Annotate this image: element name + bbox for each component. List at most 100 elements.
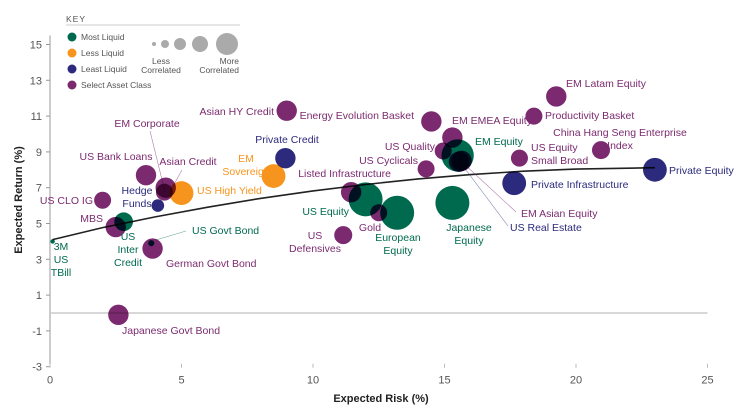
bubble-us-clo-ig — [94, 191, 112, 209]
bubble-label: Asian Credit — [159, 156, 216, 168]
bubble-productivity-basket — [525, 107, 543, 125]
bubble-us-defensives — [334, 226, 353, 245]
bubble-energy-evolution-basket — [421, 111, 442, 132]
bubble-japanese-govt-bond — [108, 304, 129, 325]
y-tick-label: 11 — [31, 111, 42, 123]
bubble-label: Japanese Govt Bond — [122, 325, 220, 337]
legend-size-circle — [174, 38, 186, 50]
x-tick-label: 25 — [701, 375, 713, 387]
bubble-label: US Govt Bond — [192, 225, 259, 237]
leader-line — [459, 161, 509, 227]
legend-swatch — [67, 80, 77, 90]
bubble-label: US Equity Small Broad — [531, 142, 588, 167]
bubble-label: US High Yield — [197, 185, 262, 197]
efficient-frontier-curve — [52, 166, 655, 241]
bubbles — [50, 86, 667, 325]
bubble-label: US Real Estate — [510, 222, 582, 234]
bubble-us-quality — [434, 142, 452, 160]
legend-swatch — [67, 48, 77, 58]
bubble-em-sovereign — [261, 164, 286, 188]
bubble-us-equity-small-broad — [510, 149, 528, 167]
bubble-us-inter-credit — [114, 212, 133, 232]
y-tick-label: 5 — [36, 219, 42, 231]
legend-size-circle — [192, 36, 208, 52]
bubble-japanese-equity — [435, 185, 470, 220]
y-tick-label: 15 — [30, 40, 42, 52]
legend-label: Select Asset Class — [81, 80, 151, 90]
legend-size-circle — [161, 40, 169, 48]
leader-line — [155, 230, 187, 241]
x-tick-label: 0 — [47, 375, 53, 387]
y-axis-title: Expected Return (%) — [13, 146, 25, 254]
bubble-label: EM Corporate — [114, 118, 180, 130]
bubble-label: US CLO IG — [40, 195, 93, 207]
x-axis-title: Expected Risk (%) — [333, 393, 429, 405]
bubble-european-equity — [380, 195, 415, 230]
y-tick-label: -1 — [32, 326, 42, 338]
bubble-label: Hedge Funds — [122, 185, 153, 210]
bubble-label: EM Equity — [475, 136, 524, 148]
bubble-label: Productivity Basket — [545, 110, 634, 122]
bubble-label: US Defensives — [289, 230, 341, 255]
bubble-hedge-funds — [151, 199, 165, 212]
bubble-label: Listed Infrastructure — [298, 168, 391, 180]
x-tick-label: 20 — [570, 375, 582, 387]
bubble-private-credit — [275, 147, 296, 169]
bubble-label: US Cyclicals — [359, 155, 418, 167]
bubble-label: EM EMEA Equity — [452, 115, 533, 127]
x-tick-label: 15 — [438, 375, 450, 387]
bubble-gold — [370, 204, 388, 222]
y-tick-label: 1 — [36, 290, 42, 302]
legend-size-circle — [152, 42, 156, 46]
y-tick-label: 9 — [36, 147, 42, 159]
bubble-label: Energy Evolution Basket — [300, 110, 414, 122]
legend: KEY Most Liquid Less Liquid Least Liquid Se… — [66, 14, 240, 90]
bubble-label: Private Credit — [255, 134, 319, 146]
bubble-label: MBS — [80, 213, 103, 225]
bubble-em-corporate — [155, 183, 173, 201]
y-tick-label: 7 — [36, 183, 42, 195]
y-tick-label: 3 — [36, 254, 42, 266]
x-tick-label: 10 — [307, 375, 319, 387]
bubble-label: US Inter Credit — [114, 231, 142, 269]
leader-line — [461, 161, 517, 213]
bubble-us-cyclicals — [417, 160, 435, 178]
legend-size-low: Less Correlated — [141, 56, 181, 75]
bubble-label: China Hang Seng Enterprise Index — [553, 127, 687, 152]
bubble-label: Japanese Equity — [446, 222, 492, 247]
legend-size-circle — [216, 33, 238, 55]
bubble-german-govt-bond — [142, 238, 163, 259]
legend-swatch — [67, 32, 77, 42]
y-tick-label: 13 — [30, 75, 42, 87]
bubble-us-bank-loans — [135, 164, 157, 186]
bubble-asian-hy-credit — [276, 100, 297, 121]
bubble-label: Private Equity — [669, 165, 735, 177]
bubble-label: EM Asian Equity — [521, 208, 598, 220]
bubble-label: US Quality — [385, 141, 436, 153]
legend-title: KEY — [66, 14, 86, 24]
legend-label: Most Liquid — [81, 32, 125, 42]
y-tick-label: -3 — [32, 362, 42, 374]
bubble-label: US Equity — [302, 206, 349, 218]
bubble-us-real-estate — [448, 151, 470, 172]
bubble-label: Gold — [359, 222, 381, 234]
bubble-label: German Govt Bond — [166, 258, 257, 270]
bubble-listed-infrastructure — [340, 181, 362, 203]
bubble-label: US Bank Loans — [80, 151, 153, 163]
bubble-em-emea-equity — [442, 127, 463, 148]
bubble-label: EM Sovereign — [222, 153, 269, 178]
bubble-em-latam-equity — [546, 86, 567, 107]
bubble-label: European Equity — [375, 232, 421, 257]
bubble-private-infrastructure — [502, 171, 527, 196]
bubble-china-hang-seng-enterprise-index — [591, 141, 610, 160]
efficient-frontier-layer — [52, 166, 655, 241]
bubble-label: 3M US TBill — [51, 241, 71, 279]
x-tick-label: 5 — [178, 375, 184, 387]
bubble-private-equity — [643, 157, 667, 182]
bubble-labels: 3M US TBill US CLO IG MBS US Inter Credit US Ban… — [40, 78, 735, 337]
legend-size-high: More Correlated — [199, 56, 239, 75]
bubble-us-govt-bond — [148, 240, 155, 247]
bubble-3m-us-tbill — [50, 239, 55, 244]
